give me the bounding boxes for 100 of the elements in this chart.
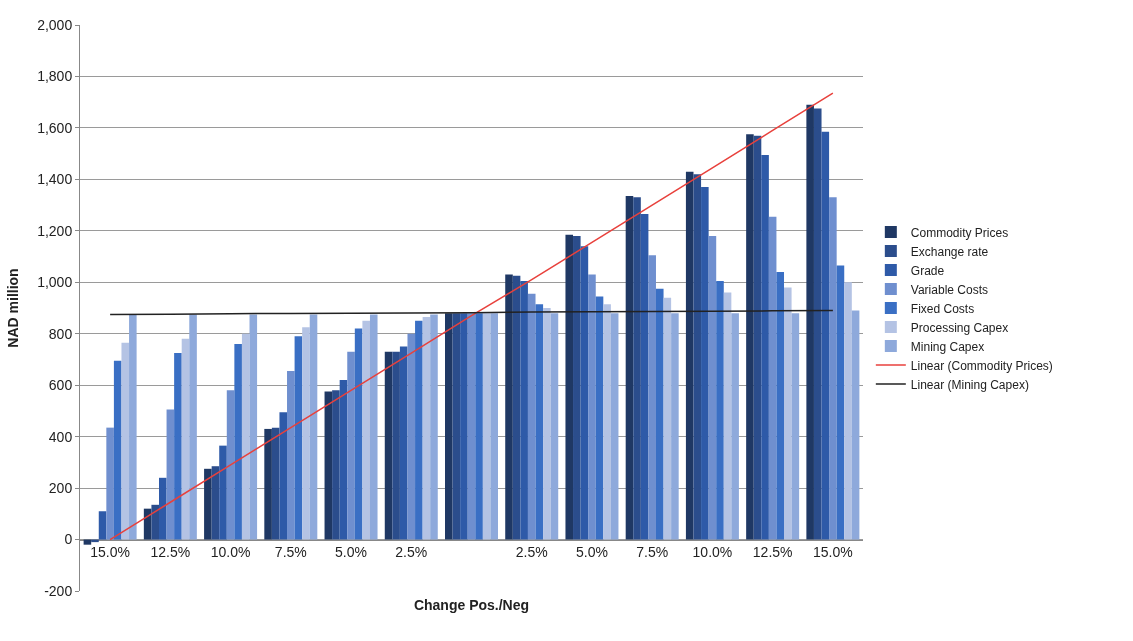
x-tick-label: 5.0%	[335, 544, 367, 561]
bar	[813, 108, 822, 540]
x-tick-label: 2.5%	[515, 544, 548, 561]
bar	[287, 371, 295, 540]
bar	[640, 214, 649, 540]
x-tick-label: 2.5%	[395, 544, 428, 561]
legend-label: Fixed Costs	[910, 301, 975, 316]
bar	[791, 313, 800, 540]
bar	[467, 313, 476, 540]
bar	[671, 313, 679, 540]
bar	[369, 314, 378, 540]
y-axis-title: NAD million	[4, 268, 21, 348]
bar	[527, 293, 536, 540]
y-tick-label: -200	[44, 582, 73, 599]
bar	[565, 234, 574, 540]
bar	[655, 288, 664, 540]
bar	[226, 390, 235, 540]
x-tick-label: 7.5%	[636, 544, 669, 561]
bar	[580, 246, 589, 540]
x-tick-label: 15.0%	[813, 544, 853, 561]
bar	[746, 134, 754, 540]
bar	[324, 391, 333, 540]
bar	[512, 275, 521, 540]
bar	[294, 336, 303, 540]
bar	[490, 313, 498, 540]
bar	[588, 274, 596, 540]
bar	[189, 314, 197, 540]
bar	[279, 412, 288, 540]
y-tick-label: 1,600	[37, 119, 73, 136]
bar	[211, 466, 220, 540]
bar	[768, 216, 777, 540]
bar	[821, 131, 830, 540]
y-tick-label: 600	[48, 377, 73, 394]
bar	[753, 135, 762, 540]
bar	[354, 328, 363, 540]
bar	[625, 196, 634, 540]
y-tick-label: 400	[48, 428, 73, 445]
bar	[776, 271, 785, 540]
bar	[219, 445, 227, 540]
bar	[603, 304, 611, 540]
legend-label: Linear (Commodity Prices)	[910, 358, 1053, 373]
bar	[129, 314, 137, 540]
bar	[174, 353, 182, 540]
bar	[106, 427, 114, 540]
bar	[415, 320, 423, 540]
legend-label: Commodity Prices	[910, 225, 1009, 240]
bar	[648, 255, 656, 540]
bar	[392, 351, 400, 540]
bar	[716, 280, 724, 540]
bar	[595, 296, 604, 540]
y-tick-label: 800	[48, 325, 73, 342]
legend-label: Variable Costs	[910, 282, 988, 297]
bar	[445, 313, 453, 540]
bar	[708, 235, 717, 540]
bar	[151, 504, 159, 540]
bar	[550, 313, 559, 540]
bar	[806, 104, 814, 540]
bar	[302, 327, 310, 540]
bar	[761, 154, 769, 540]
y-tick-label: 1,200	[37, 222, 73, 239]
x-tick-label: 10.0%	[210, 544, 251, 561]
y-tick-label: 1,000	[37, 274, 73, 291]
bar	[407, 333, 416, 540]
bar	[535, 304, 544, 540]
y-tick-label: 1,800	[37, 68, 73, 85]
bar	[430, 314, 438, 540]
x-tick-label: 7.5%	[274, 544, 307, 561]
x-axis-title: Change Pos./Neg	[413, 596, 530, 613]
bar	[271, 427, 280, 540]
bar	[505, 274, 513, 540]
x-tick-label: 15.0%	[90, 544, 130, 561]
y-tick-label: 2,000	[37, 16, 73, 33]
bar	[204, 468, 212, 540]
x-tick-label: 10.0%	[692, 544, 733, 561]
bar	[610, 313, 619, 540]
bar	[339, 380, 348, 540]
bar	[234, 344, 242, 540]
bar	[693, 174, 702, 540]
bar	[249, 314, 258, 540]
bar	[332, 390, 340, 540]
y-tick-label: 1,400	[37, 171, 73, 188]
bar	[309, 314, 318, 540]
bar	[663, 297, 672, 540]
legend-label: Linear (Mining Capex)	[910, 377, 1029, 392]
bar	[520, 280, 528, 540]
bar	[829, 197, 837, 540]
bar	[158, 477, 167, 540]
bar	[181, 338, 190, 540]
bar	[844, 282, 852, 540]
bar	[633, 197, 641, 540]
bar	[347, 351, 355, 540]
bar	[166, 409, 175, 540]
bar	[362, 320, 370, 540]
bar	[784, 287, 792, 540]
y-tick-label: 200	[48, 479, 73, 496]
line-series	[109, 92, 834, 541]
x-tick-label: 12.5%	[150, 544, 191, 561]
y-tick-label: 0	[64, 531, 73, 548]
legend-label: Exchange rate	[910, 244, 989, 259]
bar	[543, 308, 551, 540]
